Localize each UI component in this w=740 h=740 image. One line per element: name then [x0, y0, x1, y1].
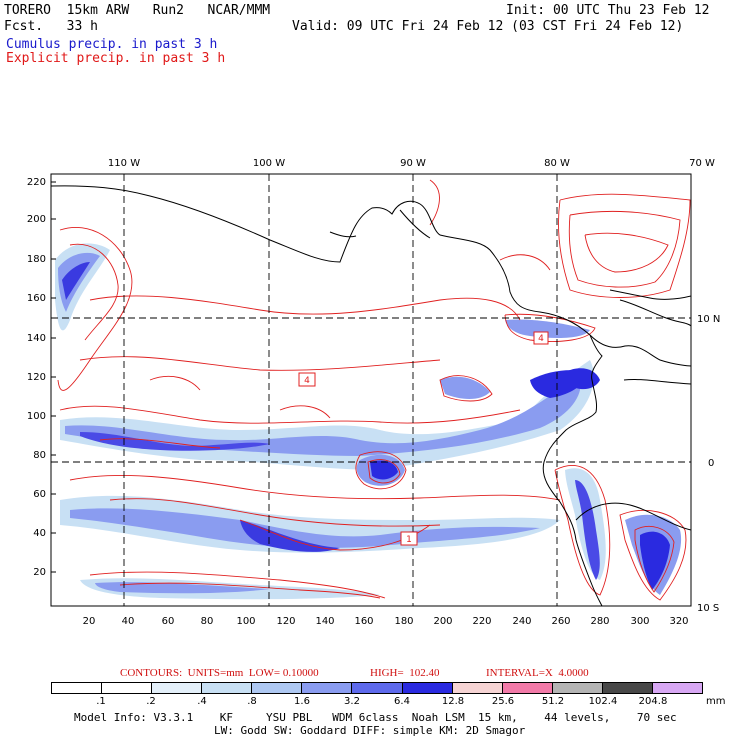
x-tick: 260	[551, 616, 570, 627]
lon-label: 80 W	[544, 158, 570, 169]
y-tick: 180	[27, 254, 46, 265]
map-frame	[50, 173, 692, 607]
y-tick: 220	[27, 177, 46, 188]
legend-unit: mm	[706, 696, 726, 707]
x-tick: 180	[394, 616, 413, 627]
x-tick: 240	[512, 616, 531, 627]
graticule	[51, 174, 691, 606]
lat-labels: 10 N 0 10 S	[697, 314, 720, 614]
legend-label: 51.2	[541, 696, 565, 707]
legend-label: 6.4	[394, 696, 410, 707]
coastlines	[51, 185, 691, 606]
legend-swatch	[102, 683, 153, 693]
legend-label: .1	[96, 696, 106, 707]
x-tick: 20	[83, 616, 96, 627]
cumulus-label: Cumulus precip. in past 3 h	[6, 37, 218, 52]
marker-label: 4	[538, 334, 544, 344]
legend-swatch	[52, 683, 103, 693]
lon-labels: 110 W 100 W 90 W 80 W 70 W	[108, 158, 715, 169]
station-markers: 4 1 4	[298, 331, 549, 546]
legend-swatch	[502, 683, 553, 693]
lon-label: 110 W	[108, 158, 140, 169]
legend-swatch	[152, 683, 203, 693]
model-title: TORERO 15km ARW Run2 NCAR/MMM	[4, 3, 271, 18]
explicit-contours	[57, 179, 691, 601]
legend-label: 102.4	[588, 696, 618, 707]
frame-ticks	[51, 181, 56, 573]
legend-swatch	[602, 683, 653, 693]
init-time: Init: 00 UTC Thu 23 Feb 12	[506, 3, 710, 18]
y-tick: 160	[27, 293, 46, 304]
forecast-hour: Fcst. 33 h	[4, 19, 98, 34]
legend-label: 25.6	[491, 696, 515, 707]
x-tick: 280	[590, 616, 609, 627]
contour-high: HIGH= 102.40	[370, 667, 440, 679]
marker-label: 1	[406, 535, 412, 545]
x-tick: 200	[433, 616, 452, 627]
y-tick: 80	[33, 450, 46, 461]
physics-info: LW: Godd SW: Goddard DIFF: simple KM: 2D…	[214, 724, 526, 737]
x-tick: 120	[276, 616, 295, 627]
x-tick: 60	[162, 616, 175, 627]
lon-label: 100 W	[253, 158, 285, 169]
legend-label: .4	[197, 696, 207, 707]
legend-swatch	[402, 683, 453, 693]
y-tick: 140	[27, 333, 46, 344]
lat-label: 10 N	[697, 314, 720, 325]
legend-swatch	[202, 683, 253, 693]
legend-label: 204.8	[638, 696, 668, 707]
legend-label: 3.2	[344, 696, 360, 707]
contour-interval: INTERVAL=X 4.0000	[486, 667, 589, 679]
x-tick: 80	[201, 616, 214, 627]
legend-colorbar	[51, 682, 703, 694]
legend-label: 12.8	[441, 696, 465, 707]
explicit-label: Explicit precip. in past 3 h	[6, 51, 226, 66]
valid-time: Valid: 09 UTC Fri 24 Feb 12 (03 CST Fri …	[292, 19, 684, 34]
lon-label: 90 W	[400, 158, 426, 169]
legend-label: 1.6	[294, 696, 310, 707]
contour-units: CONTOURS: UNITS=mm LOW= 0.10000	[120, 667, 319, 679]
x-tick: 40	[122, 616, 135, 627]
y-ticks: 220 200 180 160 140 120 100 80 60 40 20	[27, 177, 46, 578]
x-tick: 160	[354, 616, 373, 627]
x-tick: 140	[315, 616, 334, 627]
legend-label: .8	[247, 696, 257, 707]
legend-swatch	[452, 683, 503, 693]
cumulus-shading	[55, 243, 682, 600]
y-tick: 60	[33, 489, 46, 500]
y-tick: 120	[27, 372, 46, 383]
y-tick: 100	[27, 411, 46, 422]
y-tick: 20	[33, 567, 46, 578]
x-tick: 320	[669, 616, 688, 627]
legend-swatch	[552, 683, 603, 693]
legend-swatch	[302, 683, 353, 693]
legend-swatch	[352, 683, 403, 693]
x-ticks: 20 40 60 80 100 120 140 160 180 200 220 …	[83, 616, 689, 627]
lon-label: 70 W	[689, 158, 715, 169]
y-tick: 200	[27, 214, 46, 225]
x-tick: 300	[630, 616, 649, 627]
x-tick: 220	[472, 616, 491, 627]
legend-swatch	[652, 683, 703, 693]
legend-label: .2	[146, 696, 156, 707]
marker-label: 4	[304, 376, 310, 386]
model-info: Model Info: V3.3.1 KF YSU PBL WDM 6class…	[74, 711, 677, 724]
y-tick: 40	[33, 528, 46, 539]
x-tick: 100	[236, 616, 255, 627]
lat-label: 0	[708, 458, 714, 469]
lat-label: 10 S	[697, 603, 719, 614]
legend-swatch	[252, 683, 303, 693]
